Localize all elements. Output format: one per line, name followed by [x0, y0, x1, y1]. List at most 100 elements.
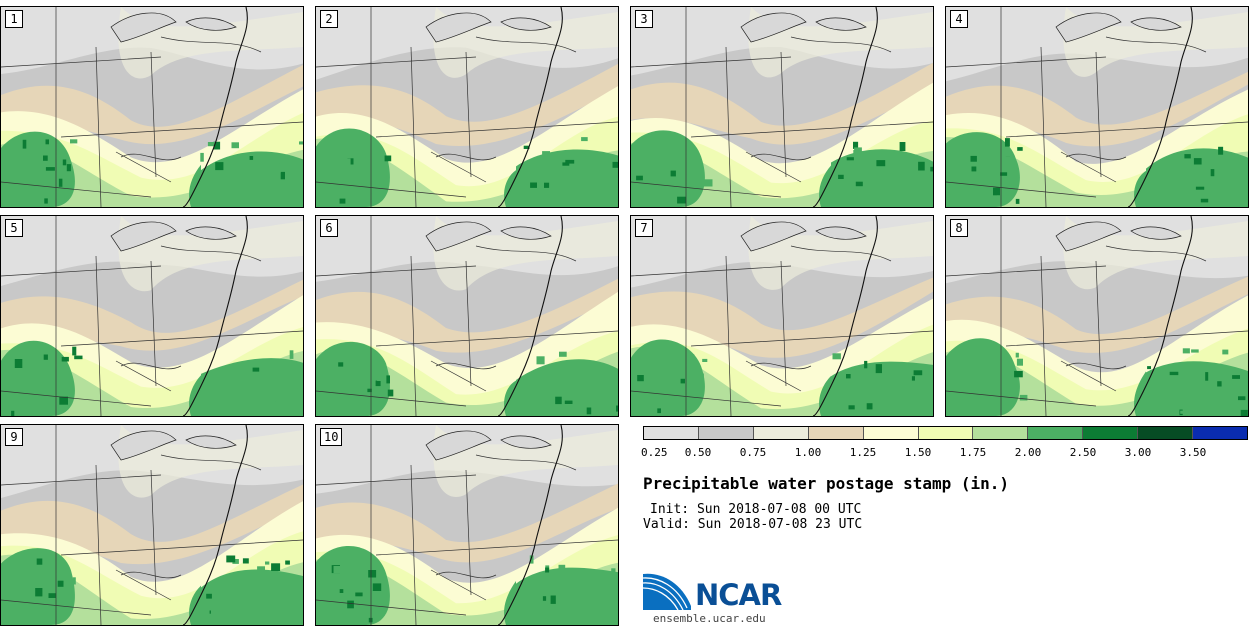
field-cell [668, 154, 675, 163]
field-cell [1015, 352, 1019, 358]
field-band-200-east [189, 358, 303, 416]
field-cell [1193, 158, 1202, 165]
field-cell [355, 592, 363, 597]
field-cell [321, 574, 325, 583]
field-cell [338, 362, 344, 367]
field-cell [538, 193, 544, 199]
field-cell [262, 386, 270, 392]
colorbar-swatch [1138, 427, 1194, 439]
great-lakes [740, 12, 867, 43]
field-cell [58, 378, 66, 383]
field-cell [1210, 169, 1215, 177]
field-cell [62, 159, 67, 166]
field-cell [43, 354, 48, 360]
great-lakes [110, 12, 237, 43]
state-boundaries [946, 216, 1248, 416]
field-cell [670, 170, 676, 177]
field-cell [61, 356, 69, 362]
field-cell [636, 196, 642, 203]
field-cell [252, 367, 260, 372]
field-cell [339, 198, 346, 204]
field-cell [265, 176, 275, 181]
field-cell [896, 382, 905, 390]
field-cell [337, 180, 344, 185]
field-band-075 [1063, 216, 1248, 290]
colorbar-swatch [1193, 427, 1247, 439]
field-cell [1184, 154, 1191, 159]
precipitable-water-map [1, 425, 303, 625]
member-label: 9 [5, 428, 23, 446]
field-cell [1200, 198, 1209, 203]
coastline [1127, 7, 1193, 207]
field-cell [1217, 381, 1222, 387]
field-band-200-east [504, 567, 618, 625]
field-cell [637, 375, 644, 382]
colorbar-swatch [808, 427, 864, 439]
state-boundaries [631, 216, 933, 416]
field-cell [558, 564, 566, 572]
field-cell [262, 198, 270, 204]
field-cell [529, 555, 534, 564]
field-cell [692, 154, 698, 160]
member-panel-5: 5 [0, 215, 304, 417]
colorbar-swatch [918, 427, 974, 439]
field-band-075 [433, 216, 618, 291]
ncar-logo: NCAR [642, 570, 803, 612]
field-cell [1192, 196, 1201, 203]
field-cell [1016, 358, 1023, 366]
field-cell [911, 376, 915, 381]
field-cell [562, 162, 570, 166]
coastline [182, 216, 248, 416]
field-cell [1000, 172, 1008, 176]
field-cell [853, 141, 859, 149]
field-cell [9, 386, 18, 391]
field-cell [1009, 376, 1018, 385]
field-cell [226, 555, 236, 563]
field-cell [586, 407, 592, 415]
colorbar-tick-label: 1.25 [849, 446, 877, 459]
field-cell [876, 160, 886, 167]
field-cell [206, 593, 212, 599]
field-band-200-east [189, 569, 303, 625]
member-panel-3: 3 [630, 6, 934, 208]
field-band-200-east [819, 149, 933, 207]
field-cell [365, 402, 369, 410]
field-cell [48, 593, 56, 598]
field-cell [676, 405, 685, 413]
member-panel-10: 10 [315, 424, 619, 626]
field-cell [287, 393, 295, 399]
great-lakes [110, 221, 237, 252]
field-cell [866, 403, 873, 410]
field-cell [27, 372, 36, 379]
field-cell [1218, 146, 1224, 155]
field-cell [1240, 409, 1248, 416]
member-label: 1 [5, 10, 23, 28]
field-cell [45, 139, 49, 145]
state-boundaries [316, 216, 618, 416]
coastline [1127, 216, 1193, 416]
field-cell [275, 400, 280, 409]
field-cell [536, 356, 545, 365]
field-cell [372, 583, 382, 591]
field-cell [232, 559, 239, 564]
field-cell [535, 598, 540, 604]
field-cell [1241, 380, 1248, 386]
colorbar-tick-label: 3.50 [1179, 446, 1207, 459]
field-cell [257, 566, 265, 573]
field-cell [977, 355, 981, 359]
member-panel-1: 1 [0, 6, 304, 208]
field-band-200-east [504, 359, 618, 416]
field-band-100 [316, 278, 618, 353]
member-label: 7 [635, 219, 653, 237]
field-cell [916, 201, 923, 207]
field-cell [930, 166, 933, 172]
field-cell [367, 388, 372, 393]
colorbar-tick-label: 0.75 [739, 446, 767, 459]
colorbar-swatch [753, 427, 809, 439]
field-cell [64, 192, 70, 198]
state-boundaries [1, 425, 303, 625]
field-cell [996, 195, 1002, 203]
field-cell [657, 408, 661, 414]
field-cell [295, 389, 303, 397]
field-cell [328, 397, 333, 405]
